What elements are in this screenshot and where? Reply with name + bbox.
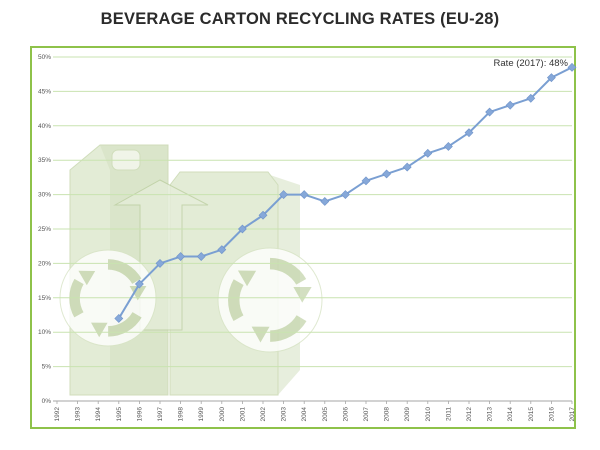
data-point: [505, 100, 515, 110]
x-tick-label: 2002: [260, 407, 267, 422]
data-point: [299, 190, 309, 200]
up-arrow-icon: [113, 179, 209, 331]
data-point: [196, 252, 206, 261]
data-point: [134, 279, 144, 289]
x-tick-label: 2015: [528, 407, 535, 422]
y-tick-label: 20%: [38, 260, 51, 267]
data-point: [546, 73, 556, 83]
x-tick-label: 2009: [404, 407, 411, 422]
x-tick-label: 2017: [569, 407, 576, 422]
x-tick-label: 1997: [157, 407, 164, 422]
x-tick-label: 1996: [136, 407, 143, 422]
data-point: [361, 176, 371, 186]
x-tick-label: 2006: [342, 407, 349, 422]
data-point: [176, 252, 186, 261]
series-rate: [114, 62, 577, 323]
y-tick-label: 25%: [38, 226, 51, 233]
y-tick-label: 15%: [38, 295, 51, 302]
y-tick-label: 5%: [42, 364, 52, 371]
background-illustration: [59, 144, 323, 396]
x-tick-label: 2008: [384, 407, 391, 422]
data-point: [237, 224, 247, 234]
x-tick-label: 2014: [507, 407, 514, 422]
x-tick-label: 2013: [487, 407, 494, 422]
data-point: [155, 258, 165, 268]
data-point: [402, 162, 412, 172]
y-tick-label: 50%: [38, 54, 51, 61]
data-point: [320, 197, 330, 206]
y-tick-label: 45%: [38, 88, 51, 95]
x-tick-label: 2011: [445, 407, 452, 421]
x-tick-label: 2000: [219, 407, 226, 422]
x-tick-label: 2016: [548, 407, 555, 422]
x-tick-label: 2001: [239, 407, 246, 422]
x-tick-label: 1993: [75, 407, 82, 422]
y-tick-label: 35%: [38, 157, 51, 164]
x-tick-label: 1995: [116, 407, 123, 422]
data-point: [382, 169, 392, 179]
x-tick-label: 2007: [363, 407, 370, 422]
data-point: [443, 142, 453, 151]
x-tick-label: 1994: [95, 407, 102, 422]
data-point: [217, 245, 227, 255]
x-tick-label: 2005: [322, 407, 329, 422]
data-point: [114, 314, 124, 323]
y-tick-label: 0%: [42, 398, 52, 405]
data-point: [258, 210, 268, 220]
y-tick-label: 10%: [38, 329, 51, 336]
x-tick-label: 1998: [178, 407, 185, 422]
x-tick-label: 2004: [301, 407, 308, 422]
x-tick-label: 2010: [425, 407, 432, 422]
data-point: [526, 93, 536, 103]
recycle-icon: [59, 249, 157, 347]
y-tick-label: 30%: [38, 192, 51, 199]
x-tick-label: 1992: [54, 407, 61, 422]
chart-title: BEVERAGE CARTON RECYCLING RATES (EU-28): [100, 10, 500, 28]
x-tick-label: 1999: [198, 407, 205, 422]
data-point: [567, 62, 577, 72]
data-point: [340, 190, 350, 200]
data-point: [464, 128, 474, 138]
x-tick-label: 2012: [466, 407, 473, 422]
rate-annotation: Rate (2017): 48%: [494, 58, 569, 69]
x-tick-label: 2003: [281, 407, 288, 422]
data-point: [279, 190, 289, 200]
y-tick-label: 40%: [38, 123, 51, 130]
data-point: [485, 107, 495, 117]
x-axis-ticks: 1992 1993 1994 1995 1996 1997 1998 1999 2000 2001…: [54, 401, 576, 421]
data-point: [423, 148, 433, 158]
y-axis-ticks: 0% 5% 10% 15% 20% 25% 30% 35% 40% 45% 50%: [38, 54, 51, 405]
